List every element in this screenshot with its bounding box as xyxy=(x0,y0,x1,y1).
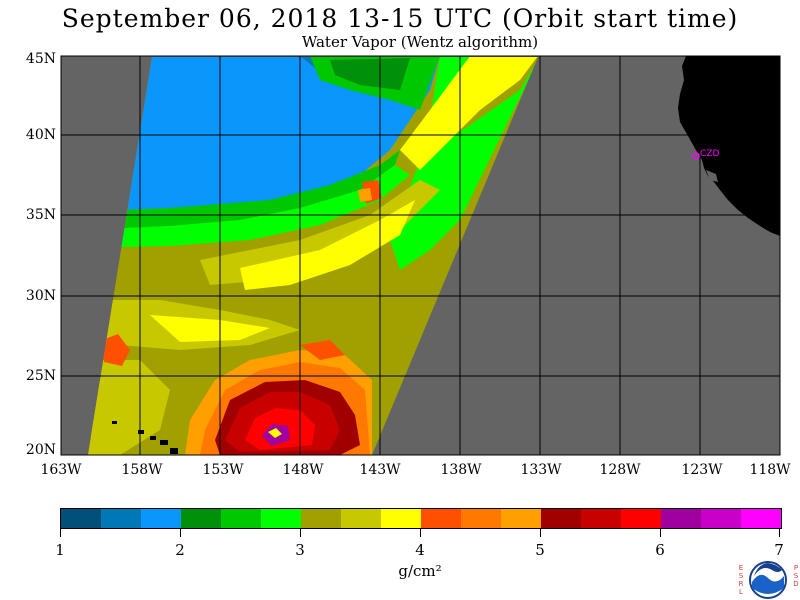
lon-label: 163W xyxy=(40,462,82,478)
lon-label: 133W xyxy=(520,462,562,478)
lon-label: 143W xyxy=(359,462,401,478)
colorbar-cell xyxy=(581,509,621,528)
colorbar-cell xyxy=(621,509,661,528)
colorbar-cell xyxy=(501,509,541,528)
land-mass xyxy=(678,56,780,236)
colorbar-cell xyxy=(541,509,581,528)
colorbar-cell xyxy=(701,509,741,528)
lon-label: 158W xyxy=(121,462,163,478)
colorbar-tick xyxy=(540,528,541,537)
station-label: CZD xyxy=(700,149,719,159)
lon-label: 153W xyxy=(202,462,244,478)
colorbar-label: 5 xyxy=(535,541,545,559)
colorbar-cell xyxy=(341,509,381,528)
noaa-logo-icon xyxy=(749,561,787,599)
colorbar-units: g/cm² xyxy=(398,562,442,580)
colorbar-cell xyxy=(221,509,261,528)
lon-label: 123W xyxy=(681,462,723,478)
colorbar-cell xyxy=(141,509,181,528)
colorbar-cell xyxy=(661,509,701,528)
map-frame xyxy=(60,55,781,456)
lon-label: 138W xyxy=(440,462,482,478)
figure-subtitle: Water Vapor (Wentz algorithm) xyxy=(301,33,539,51)
colorbar-label: 1 xyxy=(55,541,65,559)
colorbar-cell xyxy=(741,509,781,528)
colorbar-cell xyxy=(101,509,141,528)
lat-label: 40N xyxy=(25,127,56,143)
figure-title: September 06, 2018 13-15 UTC (Orbit star… xyxy=(61,4,739,33)
lat-label: 20N xyxy=(25,442,56,458)
bay-inlet xyxy=(706,170,718,182)
lat-label: 25N xyxy=(25,368,56,384)
colorbar-tick xyxy=(300,528,301,537)
colorbar-cell xyxy=(181,509,221,528)
colorbar-tick xyxy=(779,528,780,537)
colorbar-tick xyxy=(420,528,421,537)
colorbar xyxy=(60,508,782,529)
colorbar-cell xyxy=(301,509,341,528)
colorbar-tick xyxy=(660,528,661,537)
colorbar-cell xyxy=(61,509,101,528)
colorbar-label: 6 xyxy=(655,541,665,559)
map-grid xyxy=(61,56,780,455)
colorbar-label: 7 xyxy=(774,541,784,559)
lat-label: 45N xyxy=(25,51,56,67)
colorbar-tick xyxy=(180,528,181,537)
lon-label: 148W xyxy=(282,462,324,478)
colorbar-label: 2 xyxy=(175,541,185,559)
lon-label: 128W xyxy=(599,462,641,478)
colorbar-cell xyxy=(261,509,301,528)
colorbar-tick xyxy=(60,528,61,537)
colorbar-cell xyxy=(421,509,461,528)
colorbar-label: 3 xyxy=(295,541,305,559)
colorbar-cell xyxy=(461,509,501,528)
lat-label: 35N xyxy=(25,207,56,223)
colorbar-label: 4 xyxy=(415,541,425,559)
station-marker xyxy=(692,152,700,160)
lon-label: 118W xyxy=(749,462,791,478)
colorbar-cell xyxy=(381,509,421,528)
lat-label: 30N xyxy=(25,288,56,304)
